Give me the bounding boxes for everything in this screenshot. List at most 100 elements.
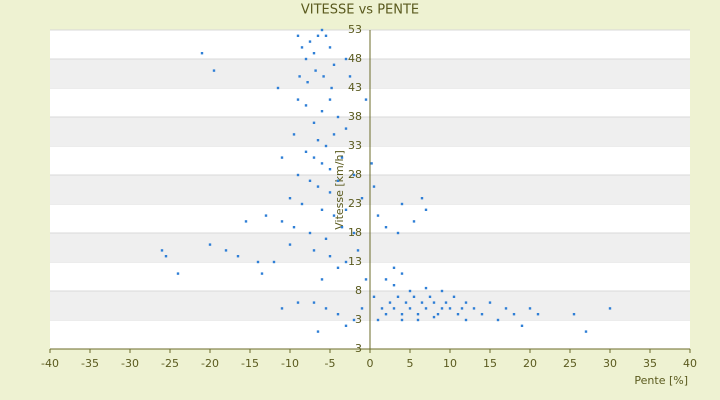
point	[376, 318, 380, 322]
point	[292, 226, 296, 229]
point	[384, 313, 388, 316]
point	[212, 69, 216, 72]
point	[256, 260, 260, 264]
point	[344, 324, 348, 327]
x-axis-label: Pente [%]	[634, 374, 688, 387]
point	[296, 98, 300, 101]
point	[452, 295, 456, 298]
point	[308, 179, 312, 182]
point	[380, 307, 384, 310]
point	[320, 208, 324, 211]
point	[584, 330, 588, 333]
point	[416, 318, 420, 322]
point	[316, 185, 320, 188]
point	[328, 98, 332, 101]
y-tick-label: 53	[348, 23, 362, 36]
point	[316, 34, 320, 37]
point	[352, 318, 356, 322]
point	[392, 266, 396, 269]
point	[408, 307, 412, 310]
point	[312, 301, 316, 304]
point	[408, 289, 412, 293]
point	[322, 75, 325, 78]
point	[332, 214, 336, 217]
point	[356, 249, 360, 252]
point	[296, 173, 300, 177]
point	[316, 330, 320, 333]
x-tick-label: -30	[121, 357, 139, 370]
point	[324, 144, 328, 148]
point	[160, 249, 164, 252]
point	[376, 214, 380, 217]
point	[424, 307, 428, 310]
point	[572, 313, 576, 316]
point	[396, 295, 400, 298]
y-tick-label: 38	[348, 110, 362, 123]
point	[208, 243, 212, 246]
point	[176, 272, 180, 275]
point	[280, 307, 284, 310]
point	[456, 313, 460, 316]
point	[440, 307, 444, 310]
point	[344, 260, 348, 264]
point	[448, 307, 452, 310]
point	[480, 313, 484, 316]
x-tick-label: -35	[81, 357, 99, 370]
point	[324, 307, 328, 310]
point	[244, 220, 248, 223]
point	[504, 307, 508, 310]
point	[432, 315, 436, 319]
point	[298, 75, 301, 78]
point	[340, 156, 344, 159]
point	[200, 52, 204, 55]
point	[296, 34, 300, 37]
point	[344, 208, 348, 211]
point	[352, 231, 356, 235]
point	[320, 162, 324, 165]
y-tick-label: 3	[355, 313, 362, 326]
x-tick-label: -10	[281, 357, 299, 370]
point	[520, 324, 524, 327]
point	[440, 289, 444, 293]
x-tick-label: -5	[325, 357, 336, 370]
point	[372, 185, 376, 188]
point	[384, 278, 388, 281]
point	[384, 226, 388, 229]
point	[388, 301, 392, 304]
y-tick-label: 23	[348, 197, 362, 210]
point	[320, 28, 324, 32]
point	[404, 301, 408, 304]
x-tick-label: -25	[161, 357, 179, 370]
x-tick-label: 5	[407, 357, 414, 370]
point	[292, 133, 296, 136]
point	[464, 301, 468, 304]
point	[528, 307, 532, 310]
point	[400, 272, 404, 275]
point	[288, 243, 292, 246]
point	[400, 313, 404, 316]
point	[328, 168, 332, 171]
point	[224, 249, 228, 252]
point	[300, 46, 304, 49]
point	[164, 255, 168, 258]
point	[300, 202, 304, 206]
point	[536, 313, 540, 316]
y-tick-label: 48	[348, 52, 362, 65]
point	[344, 57, 348, 61]
point	[608, 307, 612, 310]
point	[304, 104, 308, 107]
point	[400, 202, 404, 206]
point	[416, 313, 420, 316]
x-tick-label: 0	[367, 357, 374, 370]
point	[372, 295, 376, 298]
y-tick-label: 13	[348, 255, 362, 268]
point	[328, 46, 332, 49]
point	[392, 284, 396, 287]
chart-title: VITESSE vs PENTE	[301, 3, 419, 18]
point	[336, 179, 340, 182]
point	[260, 272, 264, 275]
x-tick-label: 25	[563, 357, 577, 370]
point	[432, 301, 436, 304]
point	[332, 133, 336, 136]
point	[320, 110, 324, 113]
